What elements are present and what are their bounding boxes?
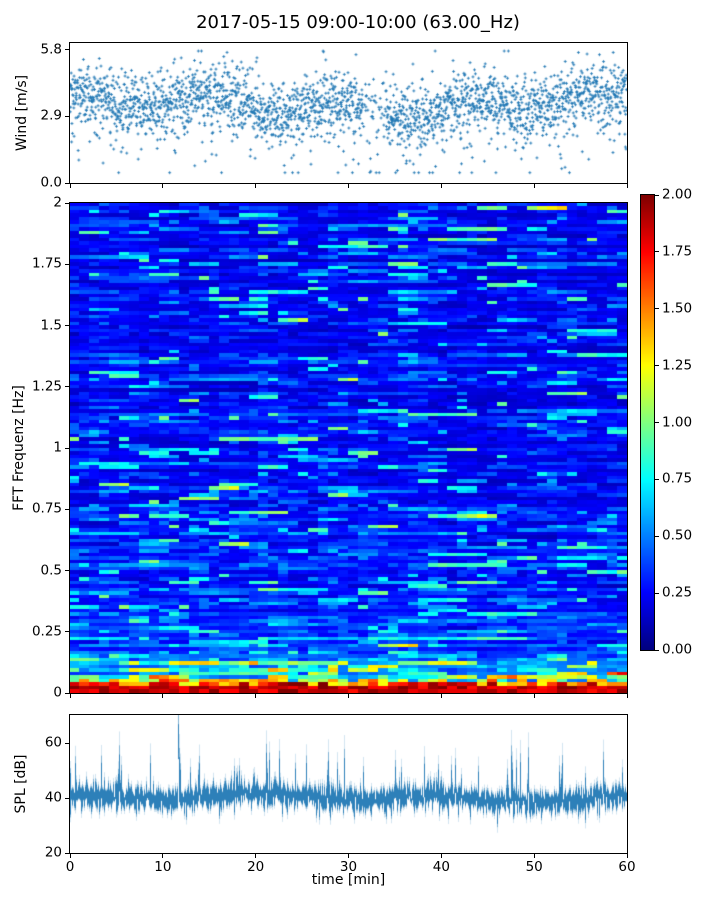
wind-xtick <box>348 184 349 188</box>
fft-ytick <box>65 386 69 388</box>
colorbar-tick <box>655 308 659 310</box>
colorbar-tick-label: 2.00 <box>662 186 693 203</box>
colorbar-frame <box>640 194 655 651</box>
fft-ytick <box>65 692 69 694</box>
time-xtick-label: 50 <box>525 859 543 875</box>
fft-ytick <box>65 447 69 449</box>
colorbar-tick-label: 0.50 <box>662 527 693 544</box>
colorbar-tick <box>655 251 659 253</box>
spl-ytick <box>65 742 69 744</box>
spl-plot-frame <box>69 714 628 854</box>
figure-title: 2017-05-15 09:00-10:00 (63.00_Hz) <box>196 12 520 33</box>
spl-ytick-label: 20 <box>44 844 62 861</box>
fft-ytick-label: 0.5 <box>40 561 62 578</box>
wind-xtick <box>255 184 257 188</box>
spl-ytick-label: 60 <box>44 734 62 751</box>
fft-xtick <box>255 694 257 698</box>
spl-ytick <box>65 797 69 799</box>
wind-xtick <box>626 184 628 188</box>
fft-axis-label: FFT Frequenz [Hz] <box>11 385 27 511</box>
fft-ytick-label: 0.75 <box>31 500 62 517</box>
colorbar-tick <box>655 422 659 423</box>
wind-xtick <box>440 184 442 188</box>
fft-xtick <box>440 694 442 698</box>
spl-xtick <box>440 854 442 858</box>
fft-ytick-label: 0.25 <box>31 623 62 639</box>
spl-ytick <box>65 852 69 854</box>
spl-xtick <box>533 854 535 858</box>
fft-ytick-label: 1.5 <box>40 316 62 333</box>
time-xtick-label: 20 <box>247 859 265 875</box>
spl-ytick-label: 40 <box>44 789 62 806</box>
fft-xtick <box>69 694 71 698</box>
wind-ytick-label: 5.8 <box>40 41 62 58</box>
time-xtick-label: 10 <box>154 859 172 875</box>
fft-ytick-label: 2 <box>53 194 62 211</box>
fft-ytick-label: 0 <box>53 684 62 701</box>
fft-ytick <box>65 202 69 204</box>
colorbar-tick-label: 0.75 <box>662 470 693 487</box>
fft-xtick <box>162 694 164 698</box>
colorbar-tick <box>655 365 659 367</box>
colorbar-tick-label: 1.25 <box>662 356 693 373</box>
colorbar-tick <box>655 592 659 594</box>
time-xtick-label: 40 <box>432 859 450 875</box>
fft-ytick <box>65 631 69 633</box>
spl-xtick <box>255 854 257 858</box>
fft-ytick-label: 1.75 <box>31 255 62 272</box>
wind-scatter-canvas <box>70 43 627 183</box>
time-axis-label: time [min] <box>311 872 386 888</box>
fft-ytick <box>65 570 69 571</box>
colorbar-tick <box>655 535 659 537</box>
colorbar-tick-label: 1.00 <box>662 413 693 430</box>
wind-xtick <box>533 184 535 188</box>
colorbar-tick-label: 0.25 <box>662 584 693 601</box>
wind-ytick <box>65 49 69 51</box>
colorbar-tick-label: 0.00 <box>662 641 693 658</box>
colorbar-canvas <box>641 195 654 650</box>
wind-ytick-label: 0.0 <box>40 174 62 191</box>
fft-xtick <box>348 694 349 698</box>
time-xtick-label: 0 <box>65 859 75 875</box>
fft-ytick <box>65 263 69 265</box>
fft-ytick-label: 1.25 <box>31 378 62 394</box>
spl-xtick <box>162 854 164 858</box>
spl-line-canvas <box>70 715 627 853</box>
spl-xtick <box>69 854 71 858</box>
wind-axis-label: Wind [m/s] <box>14 74 30 152</box>
wind-ytick <box>65 182 69 184</box>
wind-plot-frame <box>69 42 628 184</box>
fft-xtick <box>533 694 535 698</box>
wind-xtick <box>69 184 71 188</box>
colorbar-tick-label: 1.50 <box>662 300 693 316</box>
time-xtick-label: 30 <box>339 859 358 875</box>
wind-xtick <box>162 184 164 188</box>
colorbar-tick <box>655 194 659 196</box>
spectrogram-canvas <box>70 203 627 693</box>
fft-ytick <box>65 325 69 326</box>
fft-ytick <box>65 508 69 510</box>
time-xtick-label: 60 <box>618 859 636 875</box>
wind-ytick-label: 2.9 <box>40 107 62 124</box>
colorbar-tick <box>655 478 659 480</box>
spl-xtick <box>348 854 349 858</box>
wind-ytick <box>65 115 69 117</box>
spl-xtick <box>626 854 628 858</box>
spectrogram-frame <box>69 202 628 694</box>
colorbar-tick-label: 1.75 <box>662 243 693 260</box>
colorbar-tick <box>655 649 659 651</box>
fft-xtick <box>626 694 628 698</box>
fft-ytick-label: 1 <box>53 439 62 456</box>
spl-axis-label: SPL [dB] <box>13 754 29 814</box>
